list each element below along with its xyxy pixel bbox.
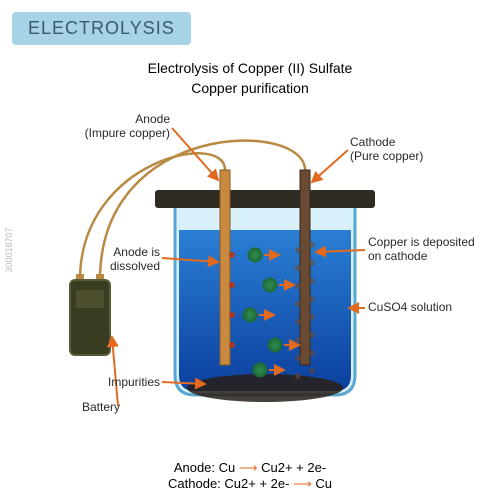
label-cathode: Cathode(Pure copper) xyxy=(350,135,470,164)
label-solution: CuSO4 solution xyxy=(368,300,488,314)
equation-cathode: Cathode: Cu2+ + 2e- ⟶ Cu xyxy=(0,476,500,492)
equations-block: Anode: Cu ⟶ Cu2+ + 2e- Cathode: Cu2+ + 2… xyxy=(0,460,500,492)
label-anode-dissolved: Anode isdissolved xyxy=(60,245,160,274)
label-battery: Battery xyxy=(60,400,120,414)
label-anode: Anode(Impure copper) xyxy=(40,112,170,141)
equation-anode: Anode: Cu ⟶ Cu2+ + 2e- xyxy=(0,460,500,476)
label-deposited: Copper is depositedon cathode xyxy=(368,235,493,264)
watermark-id: 300018707 xyxy=(4,227,14,272)
label-impurities: Impurities xyxy=(80,375,160,389)
